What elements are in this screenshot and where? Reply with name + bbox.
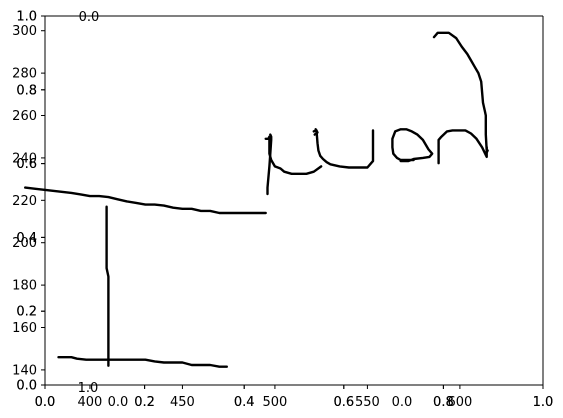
overlay1-y-tick-3: 0.6 bbox=[16, 157, 37, 172]
small2-x-tick-bottom: 0.0 bbox=[392, 395, 413, 410]
stroke-2 bbox=[105, 205, 110, 367]
overlay2-x-tick-0: 0.0 bbox=[35, 395, 56, 410]
stroke-5 bbox=[264, 135, 323, 176]
y-tick-220: 220 bbox=[12, 194, 37, 209]
small1-y-tick: 1.0 bbox=[78, 381, 99, 396]
stroke-6 bbox=[312, 129, 375, 169]
y-tick-300: 300 bbox=[12, 24, 37, 39]
y-tick-260: 260 bbox=[12, 109, 37, 124]
overlay2-x-tick-4: 0.8 bbox=[433, 395, 454, 410]
small1-x-tick: 0.0 bbox=[79, 10, 100, 25]
overlay2-x-tick-5: 1.0 bbox=[533, 395, 554, 410]
overlay2-y-tick-0: 0.0 bbox=[16, 379, 37, 394]
y-tick-160: 160 bbox=[12, 321, 37, 336]
x-tick-500: 500 bbox=[263, 395, 288, 410]
x-tick-450: 450 bbox=[170, 395, 195, 410]
stroke-3 bbox=[57, 356, 229, 368]
overlay1-x-tick-1: 0.2 bbox=[134, 395, 155, 410]
overlay2-y-tick-3: 0.6 bbox=[16, 157, 37, 172]
overlay1-x-tick-3: 0.6 bbox=[333, 395, 354, 410]
x-tick-550: 550 bbox=[355, 395, 380, 410]
overlay1-x-tick-5: 1.0 bbox=[533, 395, 554, 410]
stroke-1 bbox=[24, 186, 267, 215]
y-tick-240: 240 bbox=[12, 151, 37, 166]
x-tick-400: 400 bbox=[78, 395, 103, 410]
tick-labels: 0.0 0.2 0.4 0.6 0.8 1.00.00.20.40.60.81.00.0 0… bbox=[12, 10, 553, 411]
overlay1-y-tick-4: 0.8 bbox=[16, 83, 37, 98]
overlay1-y-tick-1: 0.2 bbox=[16, 305, 37, 320]
plot-strokes bbox=[24, 31, 489, 368]
overlay2-x-tick-3: 0.6 bbox=[333, 395, 354, 410]
overlay1-x-tick-4: 0.8 bbox=[433, 395, 454, 410]
stroke-8 bbox=[391, 128, 434, 163]
overlay2-y-tick-1: 0.2 bbox=[16, 305, 37, 320]
overlay2-y-tick-4: 0.8 bbox=[16, 83, 37, 98]
small1-x-tick-bottom: 0.0 bbox=[108, 395, 129, 410]
overlay2-x-tick-1: 0.2 bbox=[134, 395, 155, 410]
y-tick-140: 140 bbox=[12, 363, 37, 378]
overlay1-y-tick-0: 0.0 bbox=[16, 379, 37, 394]
overlay2-y-tick-5: 1.0 bbox=[16, 10, 37, 25]
overlay2-x-tick-2: 0.4 bbox=[234, 395, 255, 410]
x-tick-600: 600 bbox=[447, 395, 472, 410]
overlay1-y-tick-2: 0.4 bbox=[16, 231, 37, 246]
overlay1-x-tick-2: 0.4 bbox=[234, 395, 255, 410]
y-tick-280: 280 bbox=[12, 67, 37, 82]
stroke-7 bbox=[313, 128, 319, 136]
overlay2-y-tick-2: 0.4 bbox=[16, 231, 37, 246]
overlay1-y-tick-5: 1.0 bbox=[16, 10, 37, 25]
y-tick-180: 180 bbox=[12, 279, 37, 294]
overlay1-x-tick-0: 0.0 bbox=[35, 395, 56, 410]
stroke-10 bbox=[432, 31, 488, 152]
y-tick-200: 200 bbox=[12, 236, 37, 251]
